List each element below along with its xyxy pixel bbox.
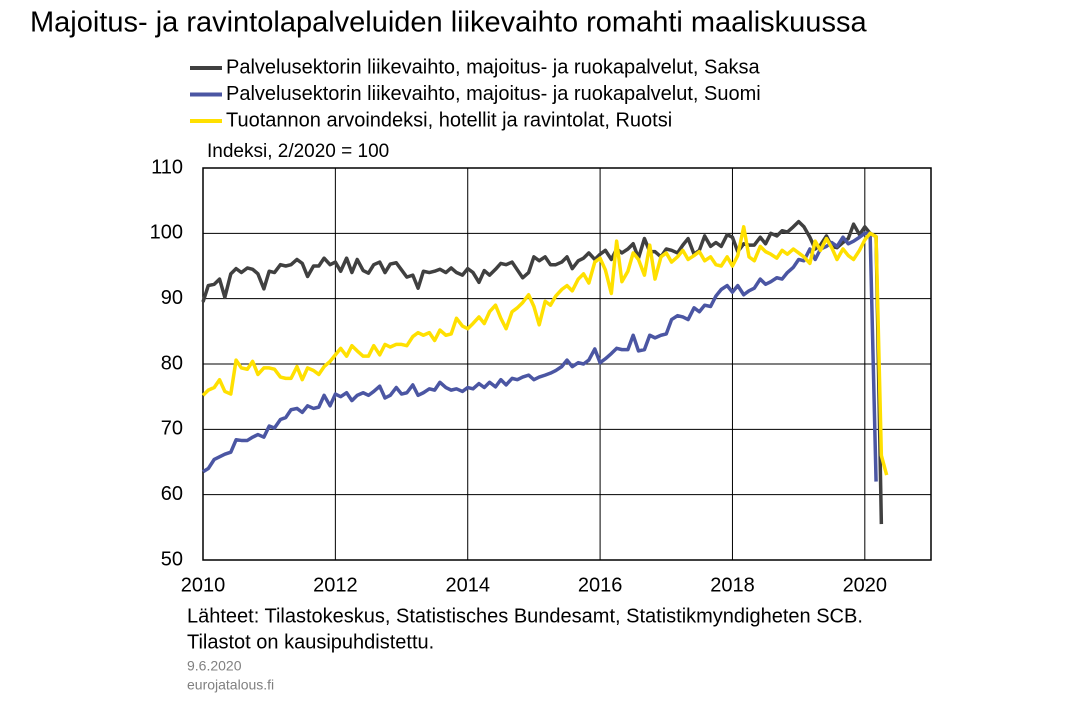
x-tick-label: 2016 [578,574,623,596]
legend-label: Tuotannon arvoindeksi, hotellit ja ravin… [226,109,672,131]
y-axis-label: Indeksi, 2/2020 = 100 [207,141,389,162]
x-tick-label: 2012 [313,574,358,596]
y-tick-label: 50 [161,548,183,570]
y-tick-label: 60 [161,483,183,505]
data-line [201,219,884,525]
legend-label: Palvelusektorin liikevaihto, majoitus- j… [226,83,761,105]
y-tick-label: 80 [161,352,183,374]
source-note: Lähteet: Tilastokeskus, Statistisches Bu… [187,605,863,627]
data-line [202,231,878,482]
x-tick-label: 2020 [843,574,888,596]
y-tick-label: 70 [161,418,183,440]
x-tick-label: 2018 [710,574,755,596]
x-tick-label: 2014 [445,574,490,596]
y-tick-label: 100 [150,222,183,244]
y-tick-label: 90 [161,287,183,309]
data-line [201,225,889,476]
x-tick-label: 2010 [181,574,226,596]
site-note: eurojatalous.fi [187,677,274,693]
legend-label: Palvelusektorin liikevaihto, majoitus- j… [226,56,760,78]
chart-title: Majoitus- ja ravintolapalveluiden liikev… [30,7,867,39]
date-note: 9.6.2020 [187,658,242,674]
y-tick-label: 110 [151,156,183,178]
source-note: Tilastot on kausipuhdistettu. [187,631,434,653]
